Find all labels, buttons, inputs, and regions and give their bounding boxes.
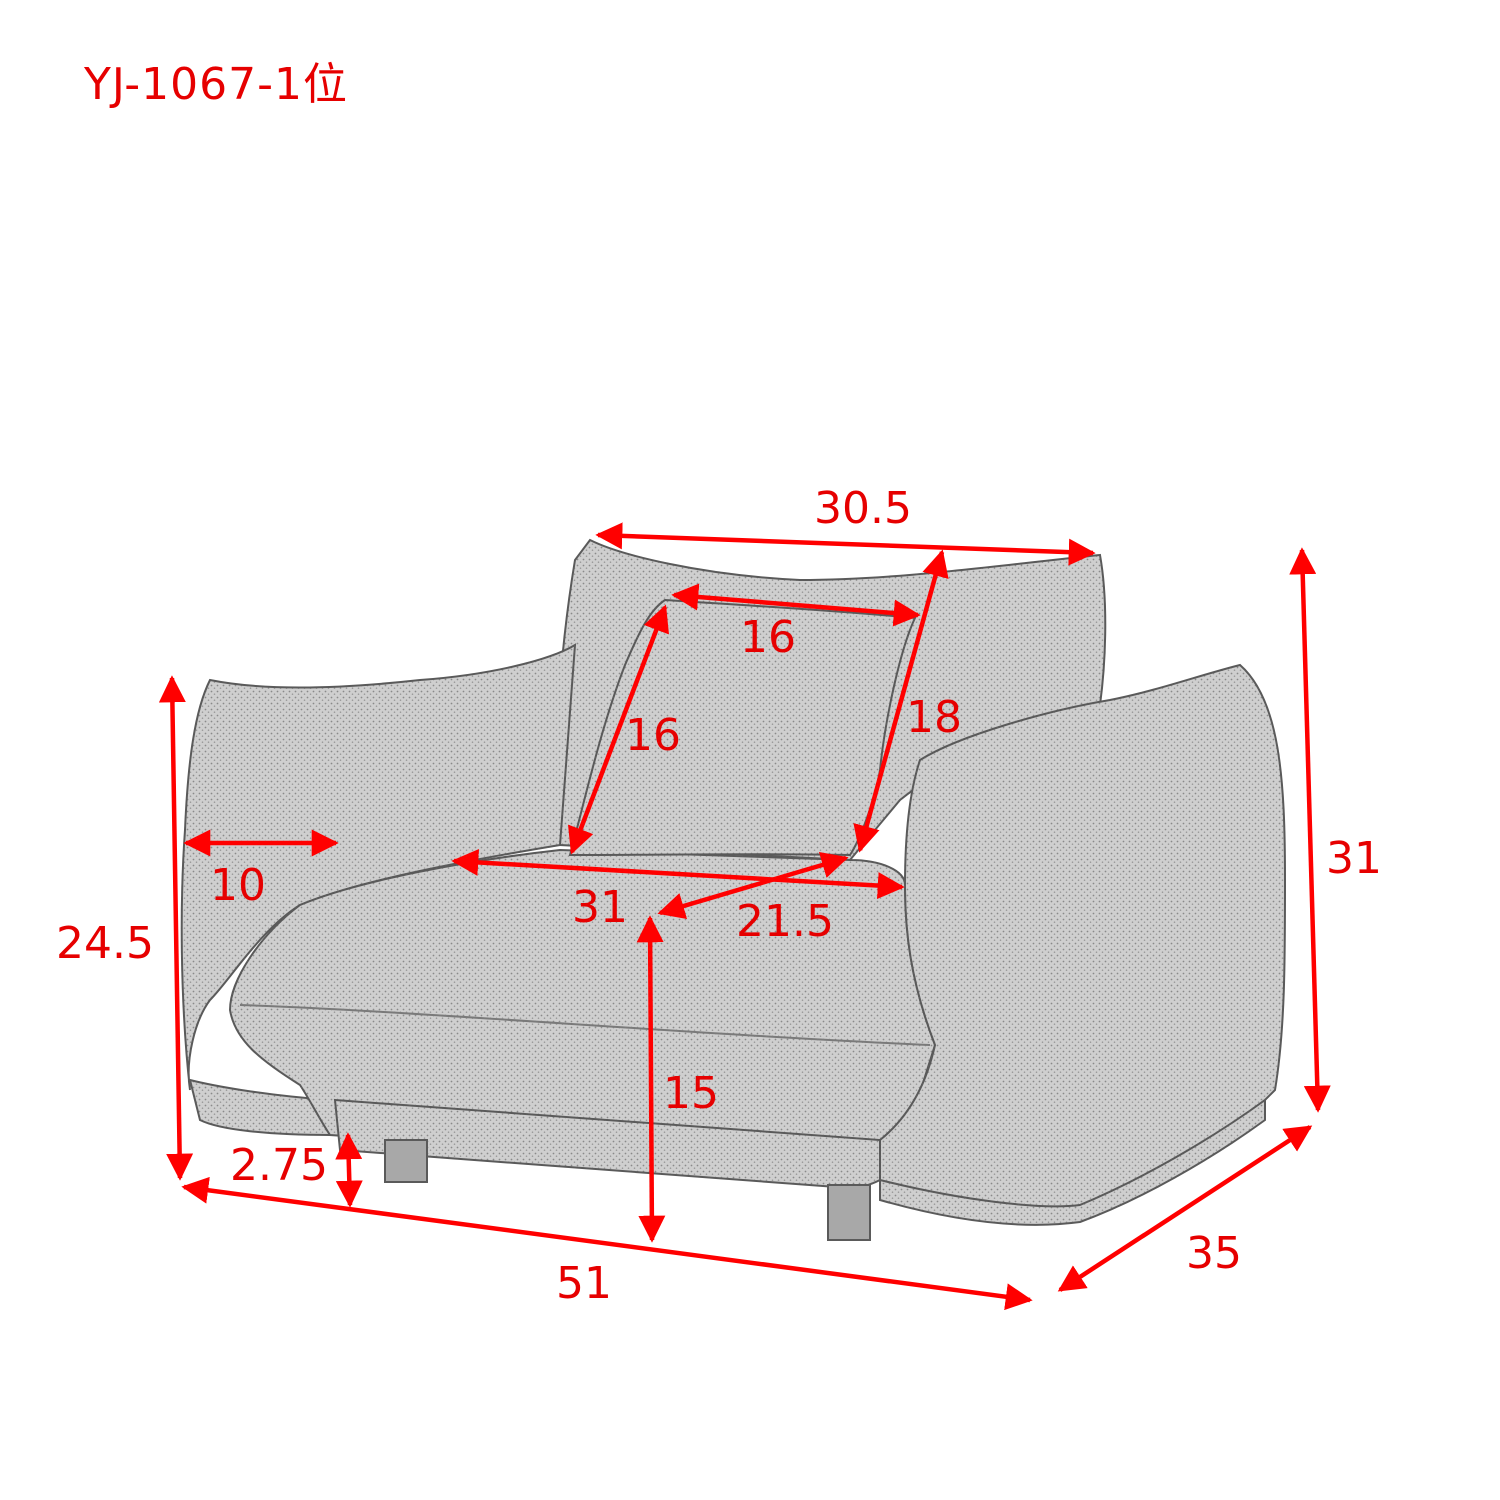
label-overall-width: 51 — [556, 1258, 612, 1309]
label-seat-depth: 21.5 — [736, 896, 834, 947]
label-back-width: 30.5 — [814, 483, 912, 534]
label-seat-width: 31 — [572, 882, 628, 933]
overall-height-line — [1289, 547, 1331, 1113]
sofa-illustration — [180, 538, 1287, 1241]
label-pillow-width: 16 — [740, 612, 796, 663]
label-overall-depth: 35 — [1186, 1228, 1242, 1279]
dimension-labels: 30.5 16 16 18 31 10 31 21.5 24.5 15 2.75… — [56, 483, 1382, 1309]
label-back-height: 18 — [906, 692, 962, 743]
label-overall-height: 31 — [1326, 833, 1382, 884]
arm-height-line — [158, 675, 194, 1181]
front-left-leg — [384, 1139, 428, 1183]
label-arm-height: 24.5 — [56, 918, 154, 969]
seat-depth-line — [657, 851, 849, 920]
label-arm-width: 10 — [210, 860, 266, 911]
label-pillow-height: 16 — [625, 710, 681, 761]
seat-seam — [239, 1004, 931, 1046]
front-right-leg — [827, 1184, 871, 1241]
label-seat-height: 15 — [663, 1068, 719, 1119]
back-width-line — [595, 522, 1096, 566]
seat-height-line — [636, 915, 666, 1243]
back-height-line — [853, 549, 949, 853]
pillow-height-line — [568, 604, 669, 855]
dimension-lines — [158, 522, 1331, 1311]
overall-depth-line — [1057, 1125, 1313, 1292]
product-title: YJ-1067-1位 — [84, 59, 349, 110]
leg-height-line — [335, 1132, 363, 1208]
overall-width-line — [181, 1176, 1033, 1311]
label-leg-height: 2.75 — [230, 1140, 328, 1191]
